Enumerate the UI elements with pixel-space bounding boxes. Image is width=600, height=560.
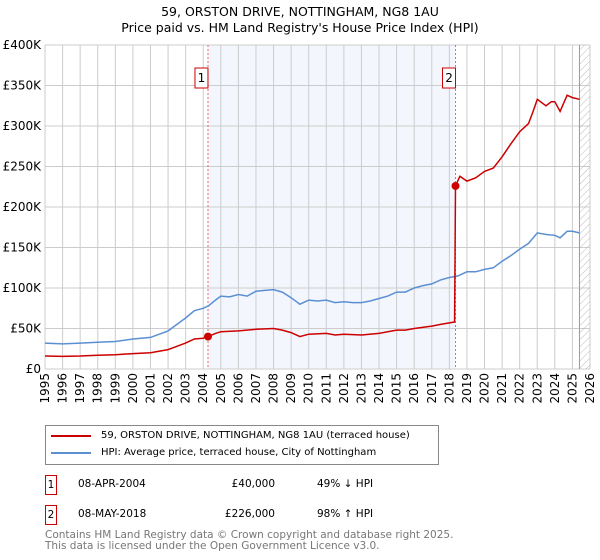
x-tick-label: 2023 bbox=[530, 373, 544, 404]
sale-date: 08-MAY-2018 bbox=[78, 508, 147, 520]
y-tick-label: £250K bbox=[3, 160, 43, 174]
x-tick-label: 2019 bbox=[460, 373, 474, 404]
legend-label: 59, ORSTON DRIVE, NOTTINGHAM, NG8 1AU (t… bbox=[101, 430, 410, 441]
y-tick-label: £350K bbox=[3, 79, 43, 93]
y-tick-label: £150K bbox=[3, 241, 43, 255]
x-tick-label: 2020 bbox=[478, 373, 492, 404]
sale-point bbox=[451, 181, 460, 190]
sale-label: 1 bbox=[198, 71, 206, 85]
x-tick-label: 2025 bbox=[565, 373, 579, 404]
x-tick-label: 2008 bbox=[267, 373, 281, 404]
hpi-series-line bbox=[44, 230, 580, 345]
x-tick-label: 1995 bbox=[38, 373, 52, 404]
x-tick-label: 2002 bbox=[161, 373, 175, 404]
sale-price: £226,000 bbox=[224, 508, 275, 520]
x-tick-label: 1999 bbox=[108, 373, 122, 404]
legend-item-property: 59, ORSTON DRIVE, NOTTINGHAM, NG8 1AU (t… bbox=[51, 430, 410, 441]
price-chart: 1995 1996 1997 1998 1999 2000 2001 2002 2003 2004… bbox=[3, 38, 597, 404]
y-tick-label: £100K bbox=[3, 281, 43, 295]
y-tick-label: £400K bbox=[3, 38, 43, 52]
legend: 59, ORSTON DRIVE, NOTTINGHAM, NG8 1AU (t… bbox=[45, 425, 439, 465]
x-tick-label: 1996 bbox=[56, 373, 70, 404]
x-tick-label: 2003 bbox=[179, 373, 193, 404]
x-tick-label: 2014 bbox=[372, 373, 386, 404]
y-tick-label: £50K bbox=[10, 322, 42, 336]
sale-label: 2 bbox=[445, 71, 453, 85]
x-tick-label: 2006 bbox=[231, 373, 245, 404]
legend-item-hpi: HPI: Average price, terraced house, City… bbox=[51, 447, 376, 458]
sale-label-box bbox=[442, 67, 457, 89]
x-tick-label: 2009 bbox=[284, 373, 298, 404]
sale-label-box bbox=[194, 67, 209, 89]
y-tick-label: £0 bbox=[26, 362, 41, 376]
x-tick-label: 2017 bbox=[425, 373, 439, 404]
x-tick-label: 2000 bbox=[126, 373, 140, 404]
y-tick-label: £300K bbox=[3, 119, 43, 133]
sale-row: 2 08-MAY-2018 £226,000 98% ↑ HPI bbox=[45, 505, 445, 525]
x-tick-label: 2012 bbox=[337, 373, 351, 404]
sale-date: 08-APR-2004 bbox=[78, 478, 146, 490]
footer: Contains HM Land Registry data © Crown c… bbox=[45, 530, 453, 552]
x-tick-label: 2024 bbox=[548, 373, 562, 404]
footer-line: This data is licensed under the Open Gov… bbox=[45, 540, 380, 552]
x-tick-label: 2011 bbox=[319, 373, 333, 404]
x-tick-label: 1997 bbox=[73, 373, 87, 404]
legend-label: HPI: Average price, terraced house, City… bbox=[101, 447, 377, 458]
sale-badge: 1 bbox=[45, 475, 57, 495]
x-tick-label: 2001 bbox=[143, 373, 157, 404]
sale-price: £40,000 bbox=[231, 478, 275, 490]
sale-row: 1 08-APR-2004 £40,000 49% ↓ HPI bbox=[45, 475, 445, 495]
sale-hpi: 49% ↓ HPI bbox=[317, 478, 374, 490]
x-tick-label: 2004 bbox=[196, 373, 210, 404]
x-tick-label: 2010 bbox=[302, 373, 316, 404]
x-tick-label: 2013 bbox=[354, 373, 368, 404]
y-tick-label: £200K bbox=[3, 200, 43, 214]
x-tick-label: 2018 bbox=[442, 373, 456, 404]
sale-badge: 2 bbox=[45, 505, 57, 525]
sale-hpi: 98% ↑ HPI bbox=[317, 508, 374, 520]
sale-point bbox=[203, 332, 212, 341]
footer-line: Contains HM Land Registry data © Crown c… bbox=[45, 529, 454, 541]
property-series-line bbox=[44, 94, 580, 358]
chart-subtitle: Price paid vs. HM Land Registry's House … bbox=[121, 20, 479, 35]
legend-swatch-blue bbox=[51, 451, 91, 454]
forecast-hatch bbox=[579, 45, 590, 369]
chart-title: 59, ORSTON DRIVE, NOTTINGHAM, NG8 1AU bbox=[161, 4, 439, 19]
x-tick-label: 2022 bbox=[513, 373, 527, 404]
x-tick-label: 1998 bbox=[91, 373, 105, 404]
x-tick-label: 2021 bbox=[495, 373, 509, 404]
x-tick-label: 2005 bbox=[214, 373, 228, 404]
x-tick-label: 2015 bbox=[390, 373, 404, 404]
x-tick-label: 2007 bbox=[249, 373, 263, 404]
x-tick-label: 2026 bbox=[583, 373, 597, 404]
legend-swatch-red bbox=[51, 434, 91, 437]
x-tick-label: 2016 bbox=[407, 373, 421, 404]
